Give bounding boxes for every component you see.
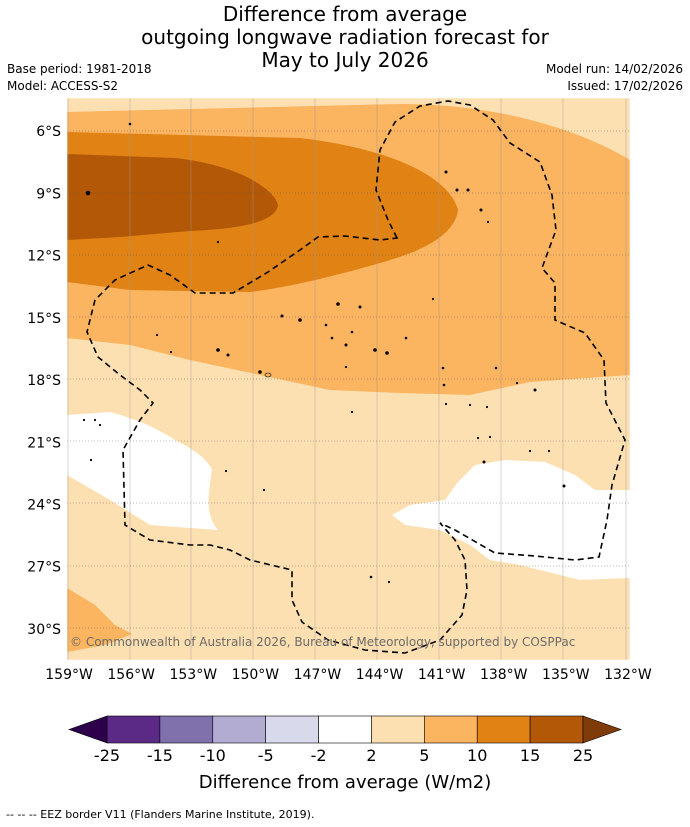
y-tick-label: 9°S — [36, 186, 61, 202]
plot-frame — [66, 97, 631, 661]
title-line-2: outgoing longwave radiation forecast for — [141, 25, 549, 49]
y-tick-label: 27°S — [27, 560, 61, 576]
colorbar-tick-label: 10 — [467, 746, 487, 765]
colorbar — [68, 715, 622, 744]
x-tick-label: 135°W — [542, 667, 590, 683]
colorbar-segment — [371, 715, 425, 744]
title-line-1: Difference from average — [222, 2, 468, 26]
colorbar-tick-label: -15 — [147, 746, 173, 765]
colorbar-segment — [318, 715, 372, 744]
colorbar-tick-label: 25 — [573, 746, 593, 765]
model-run: Model run: 14/02/2026 — [545, 62, 683, 76]
colorbar-tick-label: -5 — [258, 746, 274, 765]
y-tick-label: 12°S — [27, 249, 61, 265]
colorbar-tick-label: 2 — [366, 746, 376, 765]
colorbar-tick-label: -2 — [311, 746, 327, 765]
x-tick-label: 141°W — [418, 667, 466, 683]
colorbar-tick-label: -25 — [94, 746, 120, 765]
region-5-to-10-shore — [255, 520, 340, 535]
region-15-to-25 — [67, 154, 278, 240]
colorbar-over-arrow — [582, 715, 622, 744]
x-axis-labels: 159°W 156°W 153°W 150°W 147°W 144°W 141°W 138°W… — [45, 667, 652, 683]
y-tick-label: 30°S — [27, 622, 61, 638]
colorbar-segment — [424, 715, 478, 744]
colorbar-segment — [159, 715, 214, 744]
y-tick-label: 24°S — [27, 497, 61, 513]
islands — [82, 122, 566, 584]
colorbar-tick-label: -10 — [200, 746, 226, 765]
x-tick-label: 132°W — [604, 667, 652, 683]
y-axis-labels: 6°S 9°S 12°S 15°S 18°S 21°S 24°S 27°S 30°S — [27, 124, 61, 638]
region-near-zero-west — [67, 412, 218, 530]
copyright-text: © Commonwealth of Australia 2026, Bureau… — [70, 635, 575, 649]
colorbar-segment — [476, 715, 531, 744]
colorbar-title: Difference from average (W/m2) — [199, 772, 491, 793]
y-tick-label: 21°S — [27, 435, 61, 451]
base-period: Base period: 1981-2018 — [7, 62, 152, 76]
x-tick-label: 147°W — [294, 667, 342, 683]
y-tick-label: 18°S — [27, 373, 61, 389]
eez-border — [86, 100, 626, 654]
colorbar-segment — [106, 715, 161, 744]
region-near-zero-east — [392, 460, 630, 580]
eez-footnote: -- -- -- EEZ border V11 (Flanders Marine… — [6, 808, 315, 821]
colorbar-under-arrow — [68, 715, 108, 744]
gridlines — [67, 130, 630, 629]
x-tick-label: 153°W — [169, 667, 217, 683]
issued-date: Issued: 17/02/2026 — [567, 79, 683, 93]
map-plot-area — [67, 98, 630, 660]
region-5-to-10-southwest — [67, 588, 132, 652]
title-line-3: May to July 2026 — [261, 48, 429, 72]
colorbar-tick-label: 5 — [419, 746, 429, 765]
x-tick-label: 159°W — [45, 667, 93, 683]
x-tick-label: 138°W — [480, 667, 528, 683]
x-tick-label: 150°W — [232, 667, 280, 683]
colorbar-tick-labels: -25 -15 -10 -5 -2 2 5 10 15 25 — [94, 746, 593, 765]
colorbar-segment — [265, 715, 319, 744]
colorbar-segment — [529, 715, 584, 744]
colorbar-tick-label: 15 — [520, 746, 540, 765]
y-tick-label: 15°S — [27, 311, 61, 327]
x-tick-label: 144°W — [356, 667, 404, 683]
y-tick-label: 6°S — [36, 124, 61, 140]
model-name: Model: ACCESS-S2 — [7, 79, 119, 93]
x-tick-label: 156°W — [107, 667, 155, 683]
colorbar-segment — [212, 715, 266, 744]
